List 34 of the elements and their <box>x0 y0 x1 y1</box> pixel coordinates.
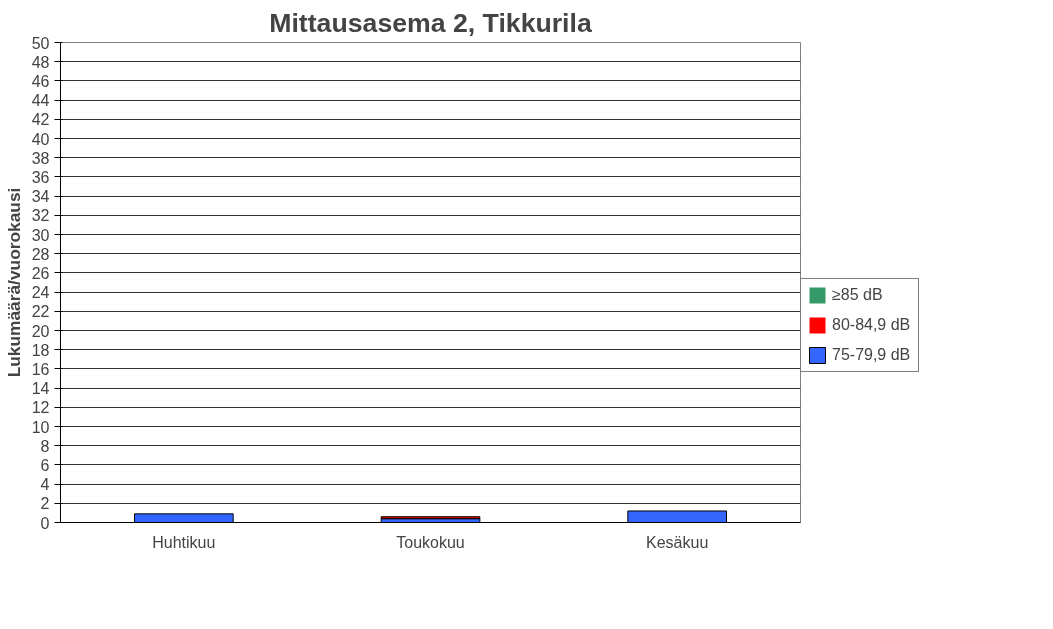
x-tick-label: Toukokuu <box>396 533 465 551</box>
y-tick-label: 26 <box>31 264 50 282</box>
y-tick-label: 20 <box>31 322 50 340</box>
x-tick-label: Kesäkuu <box>646 533 709 551</box>
legend-label: ≥85 dB <box>832 286 884 304</box>
y-tick-label: 36 <box>31 168 50 186</box>
y-tick-label: 16 <box>31 360 50 378</box>
y-tick-label: 12 <box>31 399 50 417</box>
y-tick-label: 46 <box>31 72 50 90</box>
y-tick-label: 38 <box>31 149 50 167</box>
y-tick-label: 2 <box>40 495 50 513</box>
y-tick-label: 0 <box>40 514 50 532</box>
y-axis-title: Lukumäärä/vuorokausi <box>3 187 24 378</box>
legend-label: 75-79,9 dB <box>832 346 912 364</box>
y-tick-label: 10 <box>31 418 50 436</box>
y-tick-label: 32 <box>31 207 50 225</box>
y-tick-label: 14 <box>31 380 50 398</box>
y-tick-label: 48 <box>31 53 50 71</box>
y-tick-label: 24 <box>31 284 50 302</box>
y-tick-label: 50 <box>31 34 50 52</box>
y-tick-label: 40 <box>31 130 50 148</box>
y-tick-label: 44 <box>31 92 50 110</box>
y-tick-label: 42 <box>31 111 50 129</box>
y-tick-label: 6 <box>40 456 50 474</box>
y-tick-label: 8 <box>40 437 50 455</box>
y-tick-label: 18 <box>31 341 50 359</box>
x-tick-label: Huhtikuu <box>152 533 216 551</box>
chart-title: Mittausasema 2, Tikkurila <box>269 7 592 38</box>
legend-label: 80-84,9 dB <box>832 316 912 334</box>
y-tick-label: 22 <box>31 303 50 321</box>
y-tick-label: 34 <box>31 188 50 206</box>
y-tick-label: 4 <box>40 476 50 494</box>
y-tick-label: 30 <box>31 226 50 244</box>
y-tick-label: 28 <box>31 245 50 263</box>
